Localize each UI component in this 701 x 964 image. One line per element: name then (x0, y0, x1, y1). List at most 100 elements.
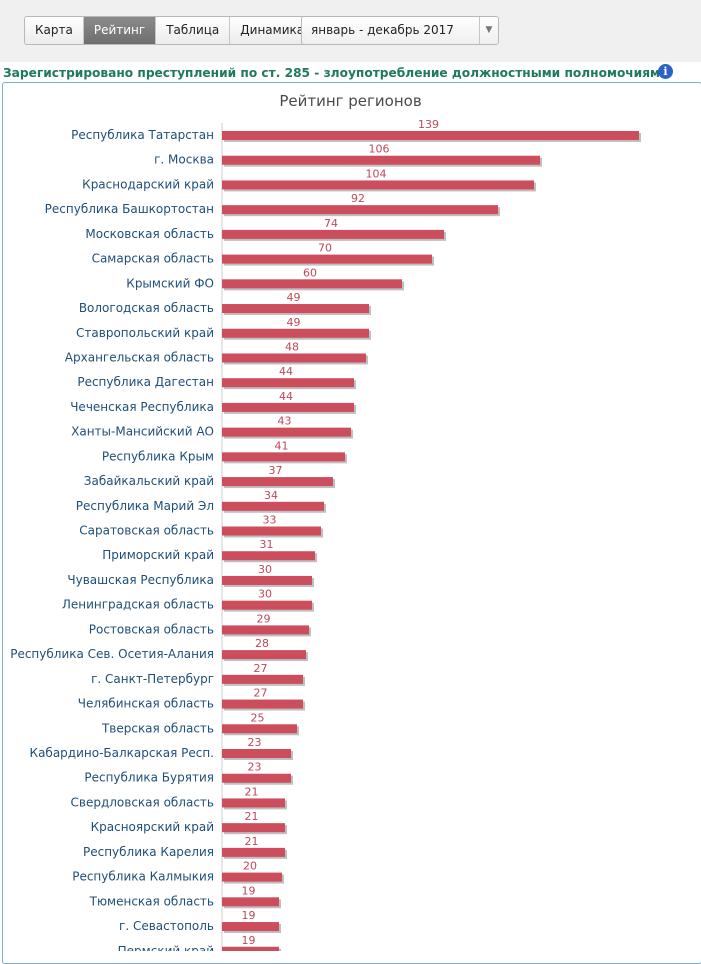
category-label: Ростовская область (89, 622, 214, 636)
tab-dynamics[interactable]: Динамика (230, 17, 315, 44)
bar[interactable] (222, 155, 540, 165)
bar[interactable] (222, 279, 402, 289)
info-icon[interactable]: i (658, 64, 673, 79)
bar[interactable] (222, 922, 279, 932)
category-label: Тверская область (101, 721, 214, 735)
category-label: Самарская область (92, 252, 214, 266)
category-label: Краснодарский край (82, 177, 214, 191)
period-select[interactable]: январь - декабрь 2017 ▼ (301, 16, 499, 45)
category-label: Архангельская область (65, 350, 214, 364)
bar[interactable] (222, 847, 285, 857)
value-label: 74 (324, 217, 338, 230)
value-label: 28 (255, 637, 269, 650)
bar[interactable] (222, 551, 315, 561)
value-label: 70 (318, 242, 332, 255)
page-title: Зарегистрировано преступлений по ст. 285… (3, 66, 669, 80)
bar[interactable] (222, 328, 369, 338)
category-label: Республика Сев. Осетия-Алания (10, 647, 214, 661)
value-label: 19 (242, 934, 256, 947)
value-label: 60 (303, 266, 317, 279)
bar[interactable] (222, 674, 303, 684)
bar[interactable] (222, 823, 285, 833)
value-label: 30 (258, 563, 272, 576)
category-label: Свердловская область (71, 795, 215, 809)
bar[interactable] (222, 180, 534, 190)
bar[interactable] (222, 575, 312, 585)
value-label: 104 (366, 167, 387, 180)
category-label: Ханты-Мансийский АО (71, 425, 214, 439)
tab-map[interactable]: Карта (25, 17, 84, 44)
bar[interactable] (222, 131, 639, 140)
value-label: 92 (351, 192, 365, 205)
tab-rating[interactable]: Рейтинг (83, 17, 157, 44)
category-label: Республика Татарстан (71, 128, 214, 142)
value-label: 41 (275, 439, 289, 452)
value-label: 20 (243, 860, 257, 873)
value-label: 19 (242, 909, 256, 922)
value-label: 21 (245, 810, 259, 823)
bar[interactable] (222, 946, 279, 951)
bar[interactable] (222, 452, 345, 462)
bar[interactable] (222, 205, 498, 215)
bar[interactable] (222, 304, 369, 314)
category-label: Тюменская область (89, 894, 214, 908)
toolbar: Карта Рейтинг Таблица Динамика январь - … (0, 0, 701, 62)
value-label: 27 (254, 687, 268, 700)
value-label: 48 (285, 340, 299, 353)
bar[interactable] (222, 229, 444, 239)
value-label: 33 (263, 514, 277, 527)
value-label: 31 (260, 538, 274, 551)
tab-table[interactable]: Таблица (156, 17, 231, 44)
bar[interactable] (222, 749, 291, 758)
value-label: 44 (279, 365, 293, 378)
value-label: 30 (258, 588, 272, 601)
category-label: Республика Карелия (83, 845, 214, 859)
category-label: Республика Калмыкия (72, 870, 214, 884)
category-label: г. Санкт-Петербург (91, 672, 214, 686)
bar[interactable] (222, 353, 366, 363)
value-label: 37 (269, 464, 283, 477)
category-label: Крымский ФО (126, 276, 214, 290)
bar[interactable] (222, 724, 297, 734)
category-label: Красноярский край (91, 820, 214, 834)
bar[interactable] (222, 477, 333, 487)
value-label: 49 (287, 291, 301, 304)
chevron-down-icon: ▼ (479, 17, 498, 44)
bar[interactable] (222, 773, 291, 783)
category-label: Ставропольский край (76, 326, 214, 340)
category-label: Московская область (85, 227, 214, 241)
bar[interactable] (222, 600, 312, 610)
bar[interactable] (222, 501, 324, 511)
bar[interactable] (222, 897, 279, 907)
view-tabs: Карта Рейтинг Таблица Динамика (24, 16, 316, 45)
bar[interactable] (222, 872, 282, 882)
bar[interactable] (222, 378, 354, 388)
bar[interactable] (222, 699, 303, 709)
category-label: Забайкальский край (84, 474, 214, 488)
period-select-value: январь - декабрь 2017 (311, 23, 454, 37)
bar[interactable] (222, 798, 285, 808)
category-label: Республика Бурятия (84, 771, 214, 785)
value-label: 21 (245, 835, 259, 848)
bar[interactable] (222, 427, 351, 437)
value-label: 27 (254, 662, 268, 675)
category-label: Республика Марий Эл (76, 499, 214, 513)
value-label: 43 (278, 415, 292, 428)
bar[interactable] (222, 526, 321, 536)
value-label: 34 (264, 489, 278, 502)
value-label: 23 (248, 736, 262, 749)
bar[interactable] (222, 625, 309, 635)
category-label: г. Москва (154, 153, 214, 167)
bar[interactable] (222, 402, 354, 412)
bar[interactable] (222, 650, 306, 660)
category-label: Чеченская Республика (70, 400, 214, 414)
value-label: 44 (279, 390, 293, 403)
category-label: Пермский край (118, 944, 214, 951)
category-label: Республика Дагестан (77, 375, 214, 389)
category-label: г. Севастополь (119, 919, 214, 933)
value-label: 19 (242, 884, 256, 897)
value-label: 25 (251, 711, 265, 724)
bar[interactable] (222, 254, 432, 264)
value-label: 23 (248, 761, 262, 774)
